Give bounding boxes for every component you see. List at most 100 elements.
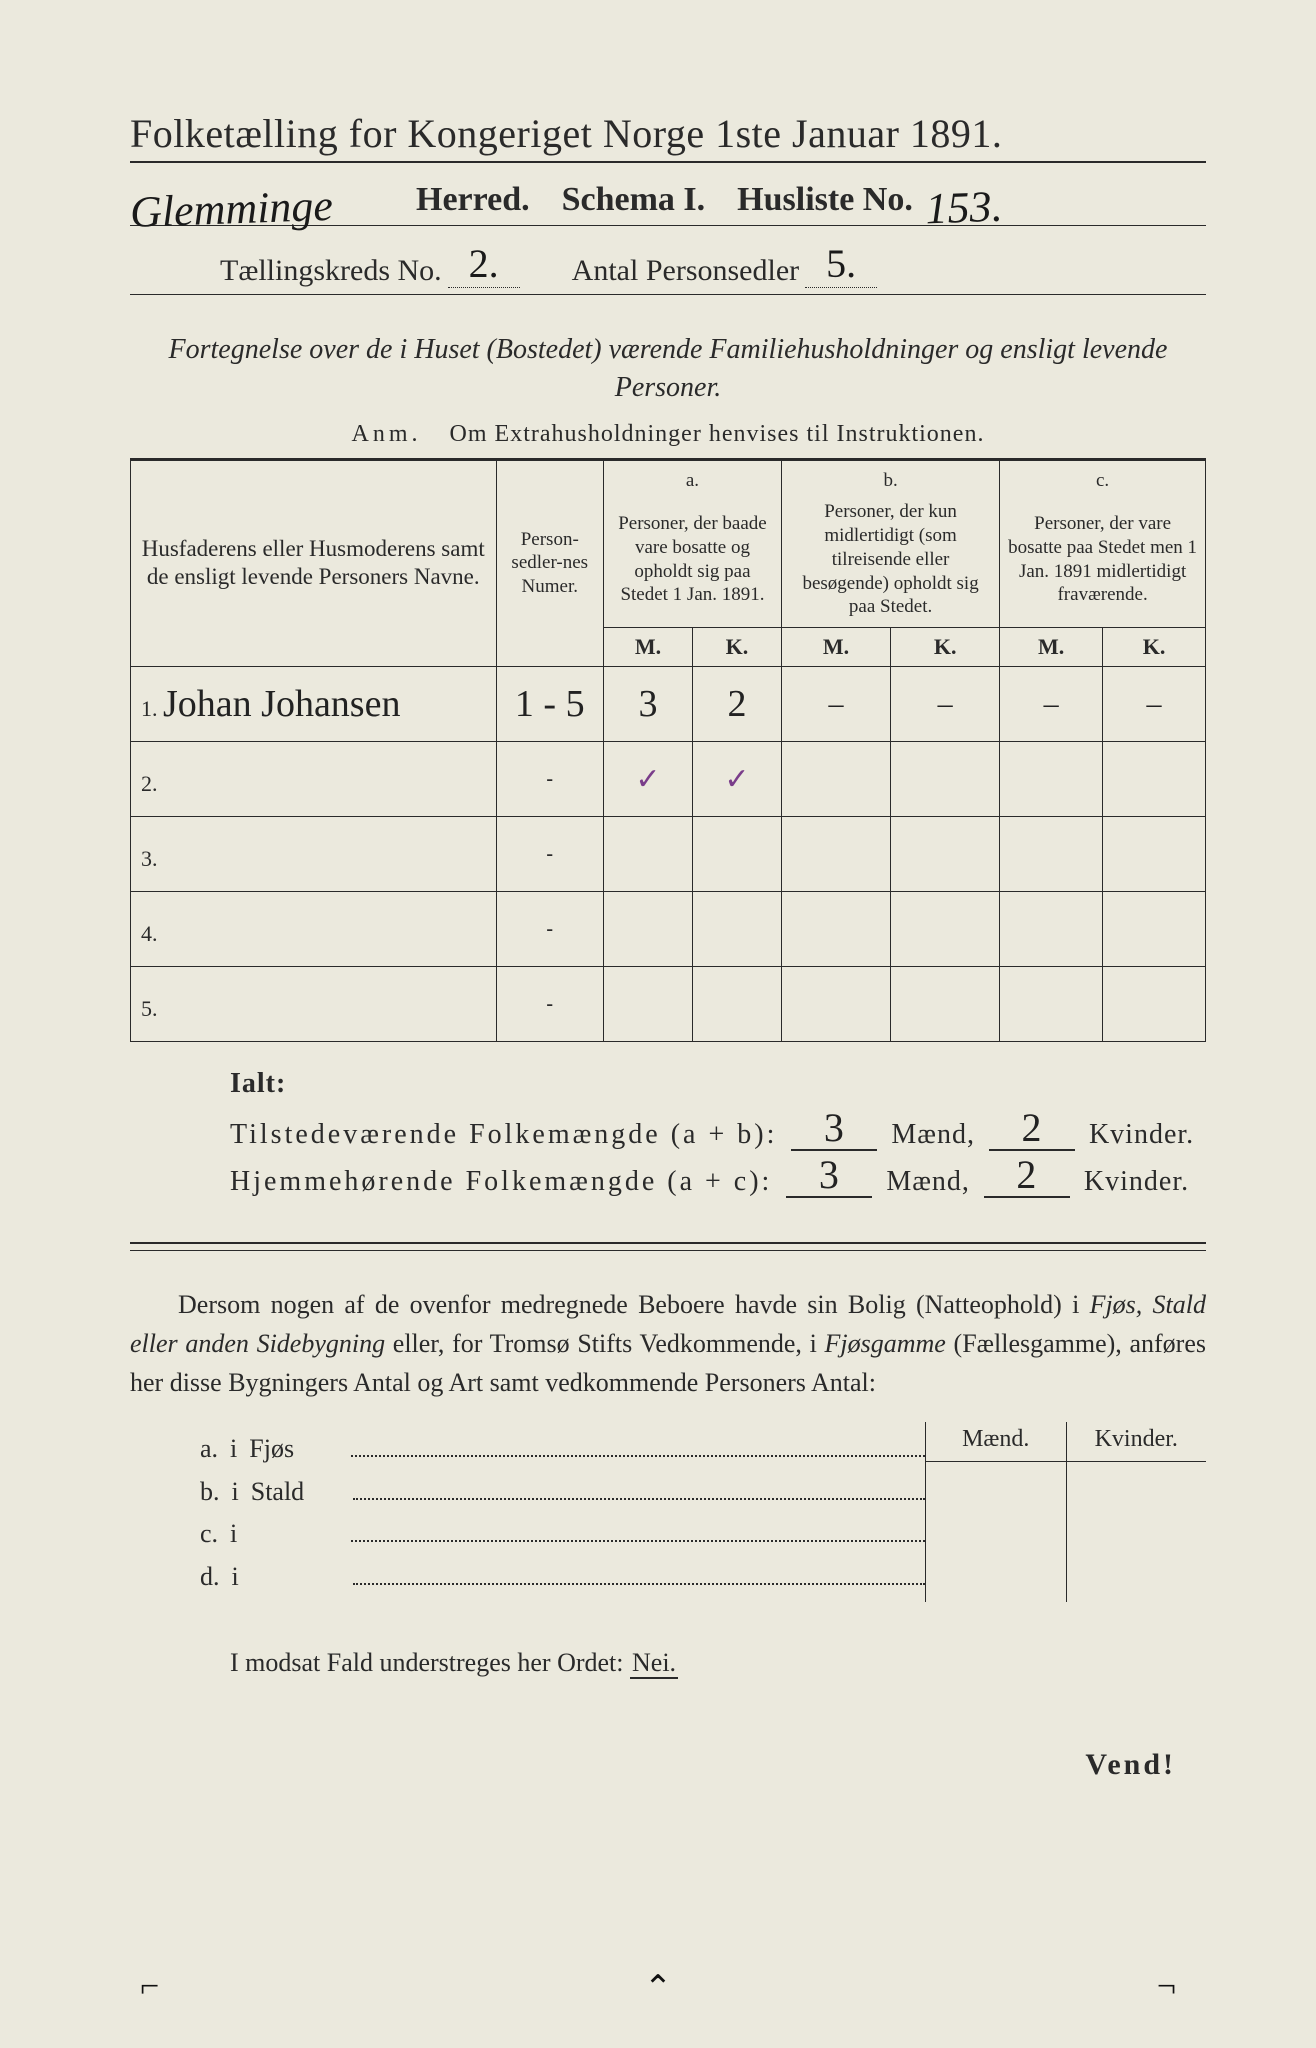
dots-leader bbox=[353, 1474, 925, 1499]
anm-prefix: Anm. bbox=[352, 421, 422, 447]
cell-a-k bbox=[692, 967, 781, 1042]
herred-handwritten: Glemminge bbox=[129, 185, 410, 230]
cell-a-m: 3 bbox=[604, 667, 693, 742]
col-a-m: M. bbox=[604, 628, 693, 667]
kvinder-label: Kvinder. bbox=[1089, 1119, 1194, 1151]
cell-c-m: – bbox=[1000, 667, 1103, 742]
maend-label-2: Mænd, bbox=[886, 1166, 970, 1198]
col-c-top: c. bbox=[1000, 460, 1206, 492]
side-row-i: i bbox=[232, 1562, 239, 1592]
cell-a-k: 2 bbox=[692, 667, 781, 742]
sidebygning-row: a.iFjøs bbox=[130, 1432, 925, 1464]
col-b-top: b. bbox=[781, 460, 999, 492]
antal-value: 5. bbox=[805, 240, 877, 288]
cell-c-m bbox=[1000, 817, 1103, 892]
table-row: 3. - bbox=[131, 817, 1206, 892]
col-c-k: K. bbox=[1103, 628, 1206, 667]
header-line-3: Tællingskreds No. 2. Antal Personsedler … bbox=[130, 240, 1206, 295]
sidebygning-row: d. i bbox=[130, 1559, 925, 1591]
ialt-label: Ialt: bbox=[230, 1068, 1206, 1100]
divider bbox=[130, 1242, 1206, 1251]
herred-label: Herred. bbox=[416, 181, 530, 219]
cell-b-m bbox=[781, 967, 890, 1042]
side-row-i: i bbox=[230, 1519, 237, 1549]
table-row: 2. -✓✓ bbox=[131, 742, 1206, 817]
sidebygning-left: a.iFjøs b. i Stald c. i d. i bbox=[130, 1422, 925, 1602]
cell-num: - bbox=[496, 892, 604, 967]
cell-name: 3. bbox=[131, 817, 497, 892]
husliste-no: 153. bbox=[918, 188, 1009, 226]
schema-label: Schema I. bbox=[562, 181, 706, 219]
bind-mark-icon: ¬ bbox=[1157, 1968, 1176, 2006]
sidebygning-right: Mænd. Kvinder. bbox=[925, 1422, 1206, 1602]
sidebygning-row: c. i bbox=[130, 1517, 925, 1549]
tot-a-m: 3 bbox=[824, 1105, 845, 1150]
cell-b-m: – bbox=[781, 667, 890, 742]
side-row-key: a. bbox=[200, 1434, 218, 1464]
cell-c-m bbox=[1000, 742, 1103, 817]
cell-b-m bbox=[781, 742, 890, 817]
sidebygning-row: b. i Stald bbox=[130, 1474, 925, 1506]
header-line-2: Glemminge Herred. Schema I. Husliste No.… bbox=[130, 181, 1206, 226]
side-row-label: Fjøs bbox=[249, 1434, 339, 1464]
household-table: Husfaderens eller Husmoderens samt de en… bbox=[130, 460, 1206, 1043]
col-b: Personer, der kun midlertidigt (som tilr… bbox=[781, 492, 999, 627]
cell-name: 4. bbox=[131, 892, 497, 967]
cell-a-k: ✓ bbox=[692, 742, 781, 817]
cell-b-m bbox=[781, 892, 890, 967]
table-row: 4. - bbox=[131, 892, 1206, 967]
cell-b-k bbox=[891, 817, 1000, 892]
cell-a-m bbox=[604, 817, 693, 892]
title-year: 1891. bbox=[910, 111, 1003, 156]
cell-c-k: – bbox=[1103, 667, 1206, 742]
side-row-label: Stald bbox=[251, 1477, 341, 1507]
side-row-i: i bbox=[232, 1477, 239, 1507]
anm-text: Om Extrahusholdninger henvises til Instr… bbox=[450, 421, 985, 447]
cell-c-m bbox=[1000, 967, 1103, 1042]
cell-b-k bbox=[891, 967, 1000, 1042]
cell-num: - bbox=[496, 817, 604, 892]
side-head-m: Mænd. bbox=[926, 1422, 1066, 1462]
side-col-kvinder: Kvinder. bbox=[1067, 1422, 1207, 1602]
cell-b-k: – bbox=[891, 667, 1000, 742]
cell-a-k bbox=[692, 892, 781, 967]
totals-block: Ialt: Tilstedeværende Folkemængde (a + b… bbox=[130, 1068, 1206, 1198]
col-a-top: a. bbox=[604, 460, 782, 492]
cell-a-m bbox=[604, 892, 693, 967]
col-name: Husfaderens eller Husmoderens samt de en… bbox=[131, 460, 497, 667]
cell-a-k bbox=[692, 817, 781, 892]
col-num: Person-sedler-nes Numer. bbox=[496, 460, 604, 667]
cell-c-k bbox=[1103, 742, 1206, 817]
cell-b-k bbox=[891, 742, 1000, 817]
tot-b-k: 2 bbox=[1016, 1152, 1037, 1197]
dots-leader bbox=[353, 1559, 925, 1584]
col-a: Personer, der baade vare bosatte og opho… bbox=[604, 492, 782, 627]
cell-c-m bbox=[1000, 892, 1103, 967]
anm-line: Anm. Om Extrahusholdninger henvises til … bbox=[130, 421, 1206, 460]
cell-b-m bbox=[781, 817, 890, 892]
kreds-no: 2. bbox=[448, 240, 520, 288]
side-row-key: b. bbox=[200, 1477, 220, 1507]
cell-num: 1 - 5 bbox=[496, 667, 604, 742]
bind-mark-icon: ⌃ bbox=[644, 1968, 673, 2008]
col-b-m: M. bbox=[781, 628, 890, 667]
col-a-k: K. bbox=[692, 628, 781, 667]
side-head-k: Kvinder. bbox=[1067, 1422, 1207, 1462]
cell-name: 5. bbox=[131, 967, 497, 1042]
side-row-key: c. bbox=[200, 1519, 218, 1549]
cell-c-k bbox=[1103, 892, 1206, 967]
tot-a-k: 2 bbox=[1021, 1105, 1042, 1150]
cell-c-k bbox=[1103, 817, 1206, 892]
subtitle: Fortegnelse over de i Huset (Bostedet) v… bbox=[130, 331, 1206, 407]
tot-b-m: 3 bbox=[819, 1152, 840, 1197]
table-row: 1. Johan Johansen1 - 532–––– bbox=[131, 667, 1206, 742]
cell-c-k bbox=[1103, 967, 1206, 1042]
totals-line-ac: Hjemmehørende Folkemængde (a + c): 3 Mæn… bbox=[230, 1157, 1206, 1198]
vend-label: Vend! bbox=[130, 1748, 1206, 1782]
dots-leader bbox=[351, 1517, 925, 1542]
side-row-key: d. bbox=[200, 1562, 220, 1592]
table-body: 1. Johan Johansen1 - 532––––2. -✓✓3. -4.… bbox=[131, 667, 1206, 1042]
antal-label: Antal Personsedler bbox=[572, 254, 799, 288]
dots-leader bbox=[351, 1432, 925, 1457]
totals-line-ab: Tilstedeværende Folkemængde (a + b): 3 M… bbox=[230, 1110, 1206, 1151]
